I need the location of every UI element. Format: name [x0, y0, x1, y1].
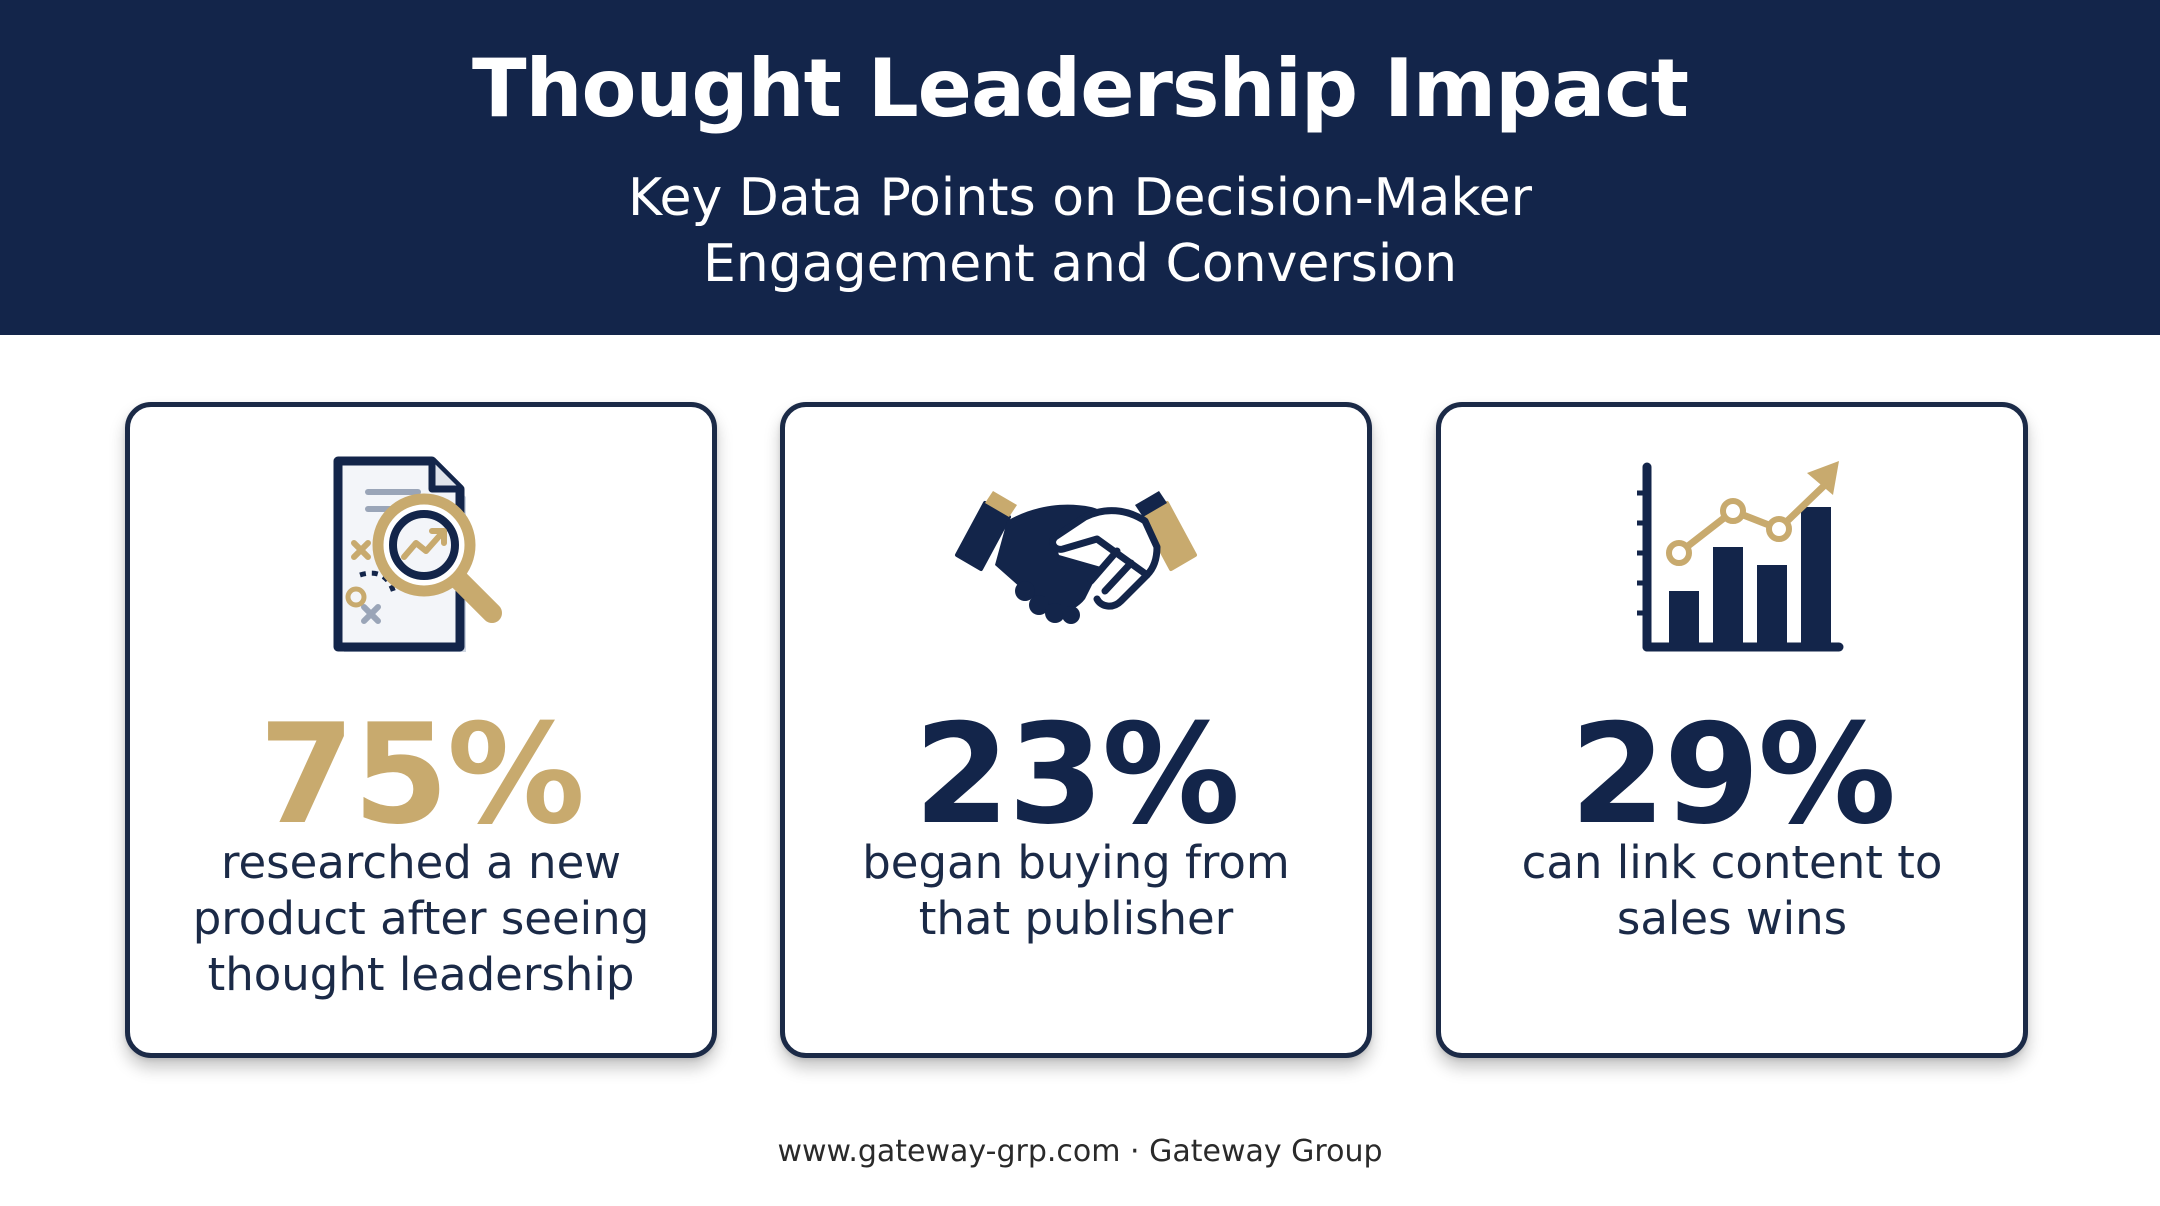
stat-description: researched a new product after seeing th…: [150, 835, 692, 1003]
stat-card-sales: 29% can link content to sales wins: [1436, 402, 2028, 1058]
stat-value: 23%: [913, 694, 1240, 855]
header-banner: Thought Leadership Impact Key Data Point…: [0, 0, 2160, 335]
stat-card-research: 75% researched a new product after seein…: [125, 402, 717, 1058]
document-magnifier-icon: [333, 456, 502, 652]
description-line: product after seeing: [192, 892, 650, 945]
stat-description: can link content to sales wins: [1461, 835, 2003, 947]
handshake-icon: [955, 491, 1197, 624]
description-line: began buying from: [862, 836, 1290, 889]
footer-source: www.gateway-grp.com · Gateway Group: [777, 1134, 1383, 1169]
description-line: can link content to: [1521, 836, 1943, 889]
stat-value: 29%: [1569, 694, 1896, 855]
stat-card-buying: 23% began buying from that publisher: [780, 402, 1372, 1058]
subtitle-line: Key Data Points on Decision-Maker: [627, 168, 1533, 228]
description-line: that publisher: [918, 892, 1234, 945]
subtitle-line: Engagement and Conversion: [702, 234, 1458, 294]
description-line: researched a new: [220, 836, 622, 889]
page-title: Thought Leadership Impact: [471, 42, 1689, 135]
page-subtitle: Key Data Points on Decision-Maker Engage…: [0, 165, 2160, 297]
description-line: thought leadership: [207, 948, 635, 1001]
description-line: sales wins: [1616, 892, 1848, 945]
stat-value: 75%: [258, 694, 585, 855]
bar-chart-growth-icon: [1637, 461, 1844, 652]
stat-description: began buying from that publisher: [805, 835, 1347, 947]
